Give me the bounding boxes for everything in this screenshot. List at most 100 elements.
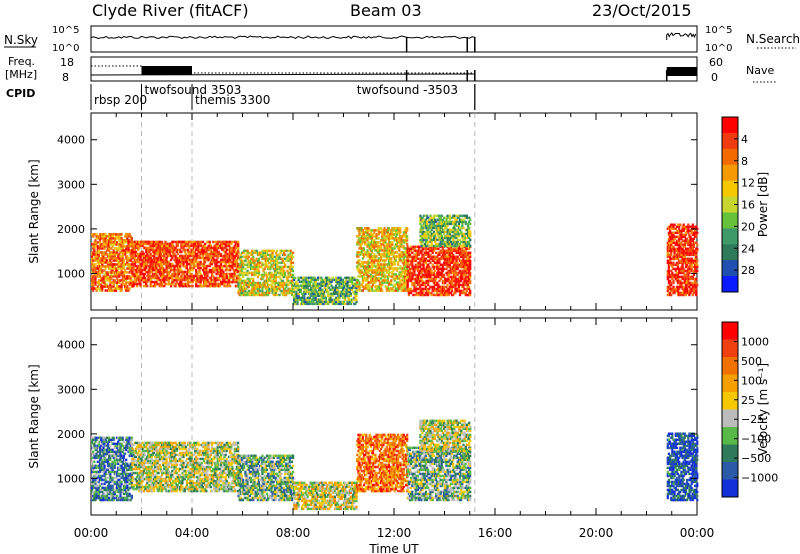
echo-cell	[419, 214, 422, 218]
echo-cell	[220, 274, 223, 278]
echo-cell	[214, 280, 217, 284]
echo-cell	[243, 281, 246, 285]
echo-cell	[287, 283, 290, 287]
echo-cell	[438, 279, 441, 283]
echo-cell	[264, 265, 267, 269]
echo-cell	[365, 261, 368, 264]
echo-cell	[400, 243, 403, 246]
echo-cell	[233, 280, 236, 284]
echo-cell	[113, 255, 116, 258]
echo-cell	[172, 250, 175, 254]
echo-cell	[424, 261, 427, 265]
echo-cell	[374, 281, 377, 284]
echo-cell	[425, 279, 429, 283]
echo-cell	[345, 292, 348, 296]
echo-cell	[135, 278, 139, 282]
echo-cell	[158, 240, 161, 244]
echo-cell	[460, 289, 463, 293]
echo-cell	[126, 275, 129, 278]
echo-cell	[458, 271, 462, 275]
echo-cell	[307, 298, 310, 302]
echo-cell	[391, 231, 394, 234]
echo-cell	[133, 274, 136, 278]
echo-cell	[400, 245, 403, 248]
echo-cell	[380, 277, 383, 280]
echo-cell	[391, 263, 394, 266]
echo-cell	[145, 248, 148, 252]
echo-cell	[117, 259, 120, 262]
echo-cell	[429, 267, 432, 271]
echo-cell	[444, 222, 447, 226]
echo-cell	[432, 271, 435, 275]
echo-cell	[370, 257, 374, 260]
echo-cell	[280, 281, 283, 285]
echo-cell	[445, 285, 448, 289]
echo-cell	[246, 281, 249, 285]
echo-cell	[349, 278, 352, 282]
echo-cell	[160, 274, 164, 278]
echo-cell	[424, 218, 428, 222]
echo-cell	[316, 278, 320, 282]
echo-cell	[121, 257, 124, 260]
echo-cell	[222, 280, 225, 284]
echo-cell	[95, 257, 98, 260]
echo-cell	[271, 265, 274, 269]
echo-cell	[368, 265, 371, 268]
echo-cell	[377, 233, 380, 236]
echo-cell	[365, 251, 368, 254]
echo-cell	[206, 252, 209, 256]
echo-cell	[249, 251, 253, 255]
echo-cell	[398, 277, 401, 280]
echo-cell	[197, 262, 200, 266]
echo-cell	[171, 242, 174, 246]
echo-cell	[287, 289, 290, 293]
echo-cell	[165, 266, 168, 270]
echo-cell	[406, 283, 409, 287]
echo-cell	[134, 280, 137, 284]
echo-cell	[154, 264, 157, 268]
echo-cell	[103, 281, 106, 284]
echo-cell	[208, 244, 211, 248]
echo-cell	[355, 290, 358, 294]
echo-cell	[456, 255, 459, 259]
echo-cell	[206, 278, 209, 282]
echo-cell	[380, 265, 383, 268]
echo-cell	[199, 280, 202, 284]
echo-cell	[213, 258, 216, 262]
echo-cell	[406, 273, 409, 277]
echo-cell	[121, 263, 124, 266]
echo-cell	[406, 279, 409, 283]
echo-cell	[303, 294, 306, 298]
echo-cell	[403, 277, 406, 280]
echo-cell	[422, 275, 425, 279]
echo-cell	[196, 262, 199, 266]
echo-cell	[94, 239, 97, 242]
echo-cell	[346, 286, 349, 290]
echo-cell	[285, 275, 288, 279]
echo-cell	[338, 292, 341, 296]
echo-cell	[287, 271, 290, 275]
echo-cell	[262, 263, 265, 267]
echo-cell	[450, 283, 454, 287]
echo-cell	[384, 249, 387, 252]
echo-cell	[179, 278, 182, 282]
echo-cell	[205, 266, 208, 270]
echo-cell	[353, 292, 356, 296]
echo-cell	[386, 229, 389, 232]
echo-cell	[99, 233, 102, 236]
echo-cell	[393, 259, 396, 262]
echo-cell	[170, 266, 173, 270]
echo-cell	[331, 300, 334, 304]
echo-cell	[360, 271, 363, 274]
echo-cell	[378, 281, 381, 284]
echo-cell	[158, 244, 161, 248]
echo-cell	[235, 242, 239, 246]
echo-cell	[265, 281, 269, 285]
echo-cell	[439, 238, 442, 242]
echo-cell	[148, 260, 151, 264]
echo-cell	[110, 287, 113, 290]
echo-cell	[246, 277, 249, 281]
echo-cell	[372, 281, 375, 284]
echo-cell	[276, 255, 279, 259]
echo-cell	[199, 272, 202, 276]
